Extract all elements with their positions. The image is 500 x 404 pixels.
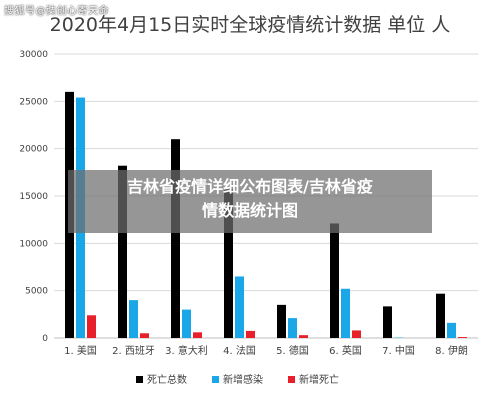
x-tick-label: 8. 伊朗 bbox=[435, 345, 468, 357]
y-tick-label: 10000 bbox=[19, 239, 48, 249]
bar bbox=[129, 300, 138, 338]
x-tick-label: 1. 美国 bbox=[64, 344, 97, 357]
caption-line-1: 吉林省疫情详细公布图表/吉林省疫 bbox=[127, 177, 373, 196]
x-tick-label: 4. 法国 bbox=[223, 344, 256, 357]
y-tick-label: 30000 bbox=[19, 50, 48, 60]
legend-label: 死亡总数 bbox=[147, 373, 187, 386]
y-tick-label: 5000 bbox=[25, 287, 48, 297]
bar bbox=[383, 306, 392, 338]
legend-swatch bbox=[212, 376, 219, 383]
bar bbox=[288, 318, 297, 338]
caption-line-2: 情数据统计图 bbox=[201, 201, 298, 220]
bar bbox=[352, 330, 361, 338]
x-tick-label: 6. 英国 bbox=[329, 344, 362, 357]
x-tick-label: 7. 中国 bbox=[382, 344, 415, 357]
legend-swatch bbox=[288, 376, 295, 383]
x-tick-label: 2. 西班牙 bbox=[112, 345, 155, 357]
y-tick-label: 20000 bbox=[19, 145, 48, 155]
bar bbox=[436, 293, 445, 338]
bar bbox=[171, 139, 180, 338]
bar bbox=[140, 333, 149, 338]
y-tick-label: 0 bbox=[42, 334, 48, 344]
x-tick-label: 3. 意大利 bbox=[165, 344, 208, 357]
watermark-text: 搜狐号@奘创心寄天命 bbox=[4, 6, 109, 17]
bar bbox=[341, 288, 350, 338]
x-tick-label: 5. 德国 bbox=[276, 344, 309, 357]
y-tick-label: 15000 bbox=[19, 192, 48, 202]
bar bbox=[330, 223, 339, 338]
chart-title: 2020年4月15日实时全球疫情统计数据 单位 人 bbox=[49, 14, 451, 36]
bar bbox=[246, 330, 255, 338]
bar bbox=[182, 309, 191, 338]
bar bbox=[447, 322, 456, 338]
caption-overlay: 吉林省疫情详细公布图表/吉林省疫 情数据统计图 bbox=[68, 170, 432, 233]
y-tick-label: 25000 bbox=[19, 97, 48, 107]
legend-label: 新增感染 bbox=[223, 373, 263, 386]
bar bbox=[193, 332, 202, 338]
bar bbox=[235, 276, 244, 338]
legend-label: 新增死亡 bbox=[299, 373, 339, 386]
bar bbox=[224, 189, 233, 338]
bar bbox=[458, 337, 467, 338]
bar bbox=[118, 165, 127, 338]
bar bbox=[87, 315, 96, 338]
bar bbox=[299, 335, 308, 338]
bar bbox=[277, 304, 286, 338]
legend-swatch bbox=[136, 376, 143, 383]
